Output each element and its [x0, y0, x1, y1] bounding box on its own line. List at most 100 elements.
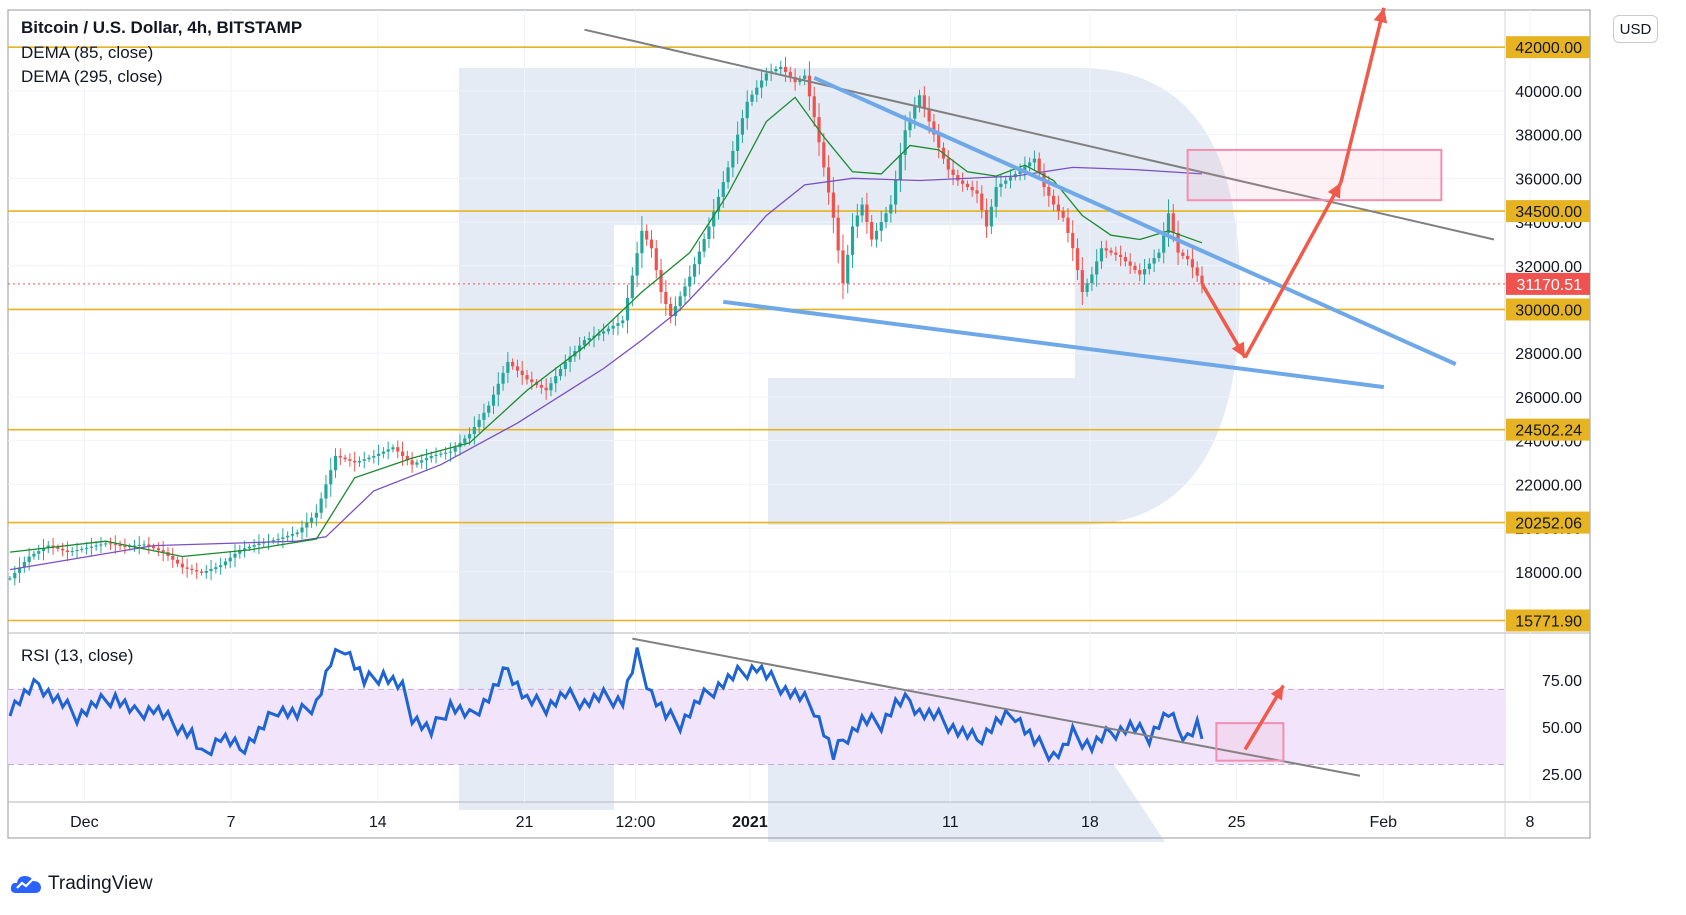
candle-body-138 [669, 304, 673, 317]
rsi-forecast-arrowhead [1270, 685, 1284, 701]
candle-body-38 [190, 568, 194, 571]
candle-body-40 [199, 571, 204, 573]
price-tick-1: 40000.00 [1515, 84, 1582, 101]
candle-body-96 [467, 434, 472, 439]
candle-body-180 [870, 222, 874, 240]
indicator-dema-295[interactable]: DEMA (295, close) [21, 67, 163, 86]
rsi-line-group [8, 647, 1204, 763]
forecast-arrowhead-2 [1373, 7, 1388, 24]
candle-body-212 [1023, 166, 1027, 171]
price-tick-7: 28000.00 [1515, 346, 1582, 363]
level-tag-3: 24502.24 [1515, 423, 1582, 440]
candle-body-84 [410, 460, 414, 465]
candle-body-26 [132, 545, 137, 547]
candle-body-244 [1176, 232, 1180, 253]
candle-body-141 [683, 286, 687, 297]
candle-body-236 [1138, 270, 1142, 275]
price-tick-10: 22000.00 [1515, 477, 1582, 494]
candle-body-148 [716, 196, 721, 212]
candle-body-188 [908, 118, 912, 131]
candle-body-73 [357, 460, 362, 463]
candle-body-42 [209, 569, 213, 571]
candle-body-19 [99, 544, 103, 546]
candle-body-35 [175, 559, 180, 564]
candle-body-43 [214, 567, 218, 570]
candle-body-222 [1071, 232, 1075, 249]
price-tick-12: 18000.00 [1515, 565, 1582, 582]
candle-body-3 [22, 561, 26, 568]
candle-body-109 [530, 379, 534, 383]
wedge-lower-line [723, 299, 1385, 390]
candle-body-102 [496, 383, 500, 395]
drawings [584, 7, 1495, 777]
indicator-rsi[interactable]: RSI (13, close) [21, 646, 134, 665]
candle-body-133 [645, 230, 649, 240]
candle-body-32 [161, 550, 165, 553]
candle-body-20 [104, 543, 108, 545]
candle-body-199 [961, 180, 965, 184]
candle-body-76 [372, 455, 376, 458]
candle-body-152 [736, 134, 740, 151]
currency-label: USD [1619, 20, 1652, 38]
level-tag-1: 34500.00 [1515, 204, 1582, 221]
candle-body-36 [180, 563, 184, 568]
candle-body-81 [396, 447, 400, 452]
candle-body-12 [65, 550, 70, 553]
time-tick-8: 25 [1228, 814, 1246, 831]
level-tag-bg-1 [1506, 200, 1590, 223]
candle-body-227 [1095, 261, 1099, 275]
rsi-trendline [632, 637, 1361, 777]
time-tick-1: 7 [227, 814, 236, 831]
candle-body-209 [1008, 177, 1013, 181]
candle-body-56 [276, 539, 280, 541]
watermark-bowl [614, 68, 1240, 525]
candle-body-112 [544, 387, 548, 391]
rsi-tick-1: 50.00 [1542, 720, 1582, 737]
level-tag-2: 30000.00 [1515, 302, 1582, 319]
time-tick-7: 18 [1081, 814, 1099, 831]
candle-body-9 [51, 545, 55, 548]
candle-body-175 [846, 254, 850, 284]
time-tick-3: 21 [516, 814, 534, 831]
level-tag-bg-3 [1506, 418, 1590, 441]
candle-body-82 [400, 451, 405, 456]
wedge-upper-line [813, 75, 1457, 366]
candle-body-124 [602, 331, 606, 334]
tradingview-logo[interactable]: TradingView [10, 873, 153, 895]
candle-body-217 [1047, 187, 1051, 196]
candle-body-239 [1152, 258, 1156, 264]
candle-body-116 [563, 361, 567, 370]
candle-body-137 [664, 291, 668, 305]
candle-body-21 [108, 543, 113, 545]
candle-body-200 [965, 183, 970, 188]
last-price-tag-bg [1506, 272, 1590, 295]
currency-button[interactable]: USD [1613, 15, 1658, 43]
candle-body-184 [889, 204, 893, 214]
watermark-stem [459, 68, 614, 810]
time-tick-0: Dec [70, 814, 98, 831]
candle-body-246 [1186, 255, 1190, 260]
candle-body-103 [501, 372, 505, 384]
candle-body-129 [625, 298, 630, 321]
candle-body-117 [568, 356, 572, 362]
candle-body-162 [783, 66, 788, 72]
dema-295-line [9, 166, 1203, 571]
candle-body-127 [616, 323, 620, 326]
candle-body-72 [353, 460, 357, 463]
candle-body-123 [597, 333, 601, 336]
candle-body-104 [506, 361, 510, 373]
candle-body-242 [1166, 213, 1171, 233]
candle-body-142 [688, 276, 692, 287]
indicator-dema-85[interactable]: DEMA (85, close) [21, 43, 154, 62]
candle-body-100 [487, 405, 491, 413]
candle-body-240 [1157, 252, 1161, 259]
candle-body-143 [692, 264, 697, 277]
candle-body-219 [1056, 204, 1060, 212]
candle-body-221 [1066, 217, 1070, 233]
candle-body-179 [865, 204, 869, 223]
candle-body-105 [511, 361, 515, 367]
candle-body-235 [1133, 265, 1137, 271]
forecast-segment-2 [1339, 7, 1386, 184]
candle-body-128 [621, 320, 625, 324]
price-tick-2: 38000.00 [1515, 128, 1582, 145]
